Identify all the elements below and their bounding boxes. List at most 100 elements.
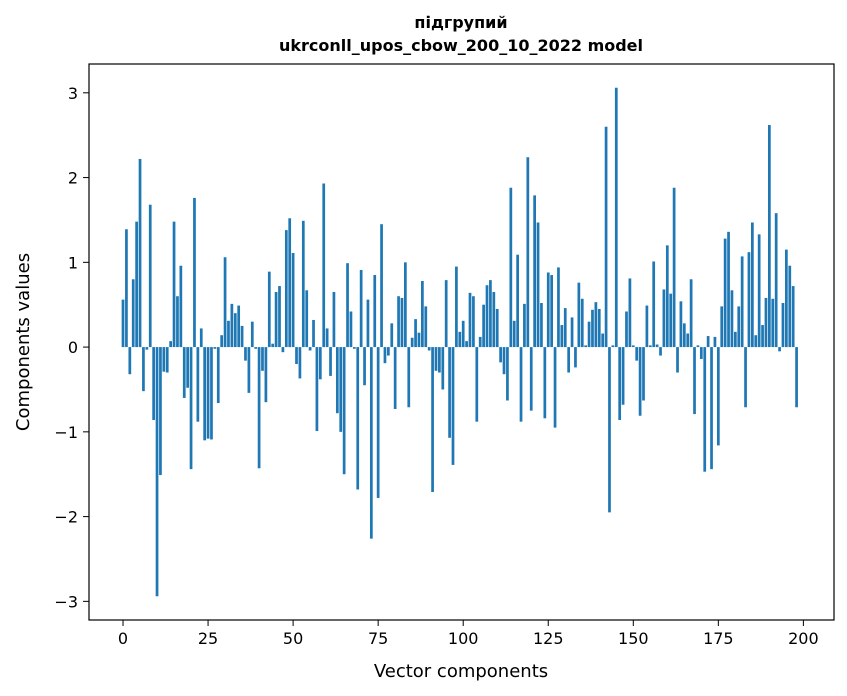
bar-16	[176, 296, 179, 348]
bar-148	[625, 311, 628, 348]
x-tick-label: 0	[118, 629, 128, 648]
bar-107	[485, 285, 489, 348]
bar-135	[580, 298, 584, 348]
bar-155	[648, 345, 652, 348]
x-tick-label: 200	[788, 629, 819, 648]
bar-88	[421, 280, 424, 348]
bar-172	[706, 336, 710, 348]
bar-134	[577, 282, 581, 348]
bar-181	[737, 306, 741, 348]
bar-151	[635, 347, 639, 361]
bar-178	[727, 231, 730, 348]
bar-79	[390, 323, 394, 348]
bar-150	[631, 345, 635, 348]
bar-24	[203, 347, 207, 441]
plot-frame	[88, 63, 835, 621]
bar-190	[768, 125, 771, 348]
bar-194	[781, 303, 785, 348]
bar-72	[366, 299, 370, 348]
bar-33	[233, 313, 237, 348]
bar-6	[142, 347, 145, 392]
bar-169	[696, 345, 700, 348]
bar-131	[567, 347, 571, 373]
bar-112	[502, 347, 506, 375]
bar-188	[761, 325, 764, 348]
bar-91	[431, 347, 434, 493]
bar-49	[288, 218, 292, 348]
bar-136	[584, 345, 588, 348]
bar-35	[240, 325, 244, 348]
x-tick-label: 125	[533, 629, 564, 648]
bar-84	[407, 347, 411, 408]
bar-182	[740, 256, 744, 348]
bar-179	[730, 290, 734, 348]
bar-115	[512, 320, 516, 348]
bar-141	[601, 333, 605, 348]
x-axis-label: Vector components	[374, 661, 548, 682]
x-tick-label: 150	[618, 629, 649, 648]
bar-154	[645, 305, 649, 348]
bar-164	[679, 301, 683, 348]
y-tick-label: −2	[54, 508, 78, 527]
bar-119	[526, 157, 530, 348]
bar-175	[716, 347, 720, 446]
bar-36	[244, 347, 247, 361]
x-axis-ticks: 0 25 50 75 100 125 150 175 200	[118, 620, 819, 648]
bar-61	[329, 347, 332, 376]
bar-43	[267, 271, 271, 348]
bar-12	[162, 347, 166, 372]
bar-117	[519, 347, 523, 422]
bar-104	[475, 347, 479, 422]
bar-166	[686, 333, 690, 348]
bar-27	[213, 347, 217, 349]
bar-85	[410, 337, 414, 348]
bar-143	[608, 347, 611, 513]
bar-173	[710, 347, 713, 470]
bar-26	[210, 347, 213, 440]
bar-67	[349, 311, 353, 348]
bar-167	[689, 279, 693, 348]
chart-title-line-1: підгрупий	[414, 13, 507, 32]
bar-21	[193, 197, 196, 348]
bar-144	[611, 345, 615, 348]
bar-118	[523, 303, 526, 348]
bar-22	[196, 347, 200, 422]
bar-186	[754, 335, 758, 348]
bar-162	[672, 187, 676, 348]
bar-3	[131, 279, 135, 348]
y-tick-label: −3	[54, 592, 78, 611]
bar-55	[308, 347, 312, 351]
bar-75	[376, 347, 380, 498]
bar-198	[795, 347, 798, 408]
bar-108	[489, 280, 492, 348]
bar-184	[747, 252, 751, 348]
bar-15	[172, 221, 176, 348]
y-tick-label: 1	[68, 253, 78, 272]
bar-series	[121, 87, 798, 597]
y-axis-ticks: −3 −2 −1 0 1 2 3	[54, 84, 89, 611]
x-tick-label: 75	[368, 629, 388, 648]
bar-34	[237, 305, 241, 348]
y-tick-label: 0	[68, 338, 78, 357]
bar-145	[614, 87, 618, 348]
bar-138	[591, 309, 594, 348]
bar-70	[359, 269, 363, 348]
bar-64	[339, 347, 343, 432]
bar-17	[179, 265, 183, 348]
bar-14	[169, 341, 172, 348]
bar-77	[383, 347, 387, 364]
bar-113	[506, 347, 509, 401]
bar-58	[318, 347, 322, 380]
bar-106	[482, 304, 485, 348]
bar-120	[529, 347, 533, 411]
bar-95	[444, 280, 448, 348]
bar-89	[424, 306, 428, 348]
bar-197	[791, 286, 795, 348]
x-tick-label: 175	[703, 629, 734, 648]
y-tick-label: −1	[54, 423, 78, 442]
bar-9	[152, 347, 155, 420]
bar-99	[458, 331, 462, 348]
bar-60	[325, 328, 329, 348]
bar-125	[546, 272, 550, 348]
bar-147	[621, 347, 625, 405]
